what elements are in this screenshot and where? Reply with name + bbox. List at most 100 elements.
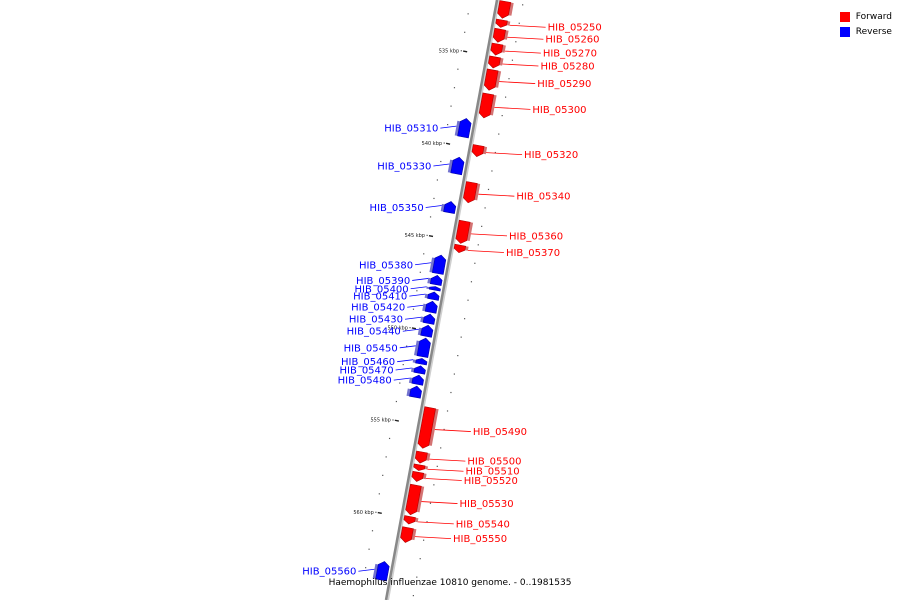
gene-arrow-HIB_05350[interactable]: [443, 201, 457, 214]
gene-label-HIB_05480[interactable]: HIB_05480: [338, 376, 392, 387]
gene-label-HIB_05310[interactable]: HIB_05310: [384, 124, 438, 135]
gene-label-HIB_05530[interactable]: HIB_05530: [460, 499, 514, 510]
gene-label-HIB_05470[interactable]: HIB_05470: [339, 365, 393, 376]
gene-shade: [426, 453, 431, 461]
gene-label-HIB_05300[interactable]: HIB_05300: [532, 105, 586, 116]
gene-shade: [440, 203, 445, 212]
gene-arrow-HIB_05490[interactable]: [417, 406, 436, 449]
minor-tick: [406, 345, 408, 347]
gene-shade: [482, 146, 488, 155]
gene-label-HIB_05280[interactable]: HIB_05280: [540, 62, 594, 73]
gene-label-HIB_05340[interactable]: HIB_05340: [516, 192, 570, 203]
gene-arrow-HIB_05290[interactable]: [483, 68, 499, 91]
gene-label-HIB_05540[interactable]: HIB_05540: [456, 519, 510, 530]
gene-shade: [412, 359, 417, 363]
gene-shade: [424, 465, 428, 470]
gene-label-HIB_05270[interactable]: HIB_05270: [543, 49, 597, 60]
gene-label-HIB_05420[interactable]: HIB_05420: [351, 303, 405, 314]
gene-label-HIB_05510[interactable]: HIB_05510: [465, 467, 519, 478]
gene-arrow-HIB_05300[interactable]: [478, 92, 495, 119]
minor-tick: [412, 594, 414, 597]
gene-label-HIB_05440[interactable]: HIB_05440: [347, 327, 401, 338]
gene-label-HIB_05350[interactable]: HIB_05350: [370, 203, 424, 214]
gene-arrow-HIB_05420[interactable]: [424, 300, 438, 314]
gene-arrow-HIB_05530[interactable]: [405, 483, 422, 516]
gene-arrow-HIB_05390[interactable]: [429, 275, 443, 286]
gene-arrow-HIB_05440[interactable]: [420, 324, 434, 338]
minor-tick: [436, 179, 438, 181]
gene-arrow-HIB_05370[interactable]: [453, 243, 467, 253]
gene-label-HIB_05260[interactable]: HIB_05260: [545, 35, 599, 46]
gene-arrow-HIB_05240[interactable]: [497, 0, 512, 19]
gene-label-HIB_05370[interactable]: HIB_05370: [506, 248, 560, 259]
gene-arrow-HIB_05410[interactable]: [427, 291, 440, 301]
gene-label-HIB_05400[interactable]: HIB_05400: [355, 284, 409, 295]
gene-label-HIB_05490[interactable]: HIB_05490: [473, 427, 527, 438]
gene-label-HIB_05550[interactable]: HIB_05550: [453, 534, 507, 545]
minor-tick: [464, 31, 466, 33]
label-leader: [467, 250, 504, 253]
gene-arrow-HIB_05520[interactable]: [411, 470, 425, 482]
label-leader: [393, 377, 410, 381]
gene-arrow-HIB_05480[interactable]: [411, 374, 424, 386]
minor-tick: [477, 244, 479, 246]
minor-tick: [515, 41, 517, 43]
gene-arrow-HIB_05380[interactable]: [431, 254, 447, 275]
gene-label-HIB_05360[interactable]: HIB_05360: [509, 231, 563, 242]
gene-label-HIB_05430[interactable]: HIB_05430: [349, 315, 403, 326]
gene-arrow-HIB_05560[interactable]: [375, 561, 390, 582]
label-leader: [486, 152, 523, 156]
minor-tick: [467, 299, 469, 301]
minor-tick: [426, 234, 428, 236]
minor-tick: [419, 558, 421, 560]
gene-arrow-HIB_05260[interactable]: [492, 27, 506, 43]
gene-shade: [420, 316, 425, 323]
gene-arrow-HIB_05320[interactable]: [471, 144, 485, 157]
major-tick: [463, 50, 468, 53]
label-leader: [429, 458, 466, 462]
gene-label-HIB_05460[interactable]: HIB_05460: [341, 357, 395, 368]
gene-arrow-HIB_05340[interactable]: [463, 181, 478, 204]
gene-label-HIB_05520[interactable]: HIB_05520: [464, 476, 518, 487]
gene-arrow-HIB_05270[interactable]: [490, 42, 504, 56]
gene-label-HIB_05330[interactable]: HIB_05330: [377, 161, 431, 172]
gene-shade: [416, 486, 425, 513]
gene-label-HIB_05320[interactable]: HIB_05320: [524, 150, 578, 161]
gene-arrow-HIB_05250[interactable]: [495, 18, 508, 28]
gene-arrow-HIB_05470[interactable]: [413, 365, 426, 375]
gene-arrow-HIB_05280[interactable]: [488, 55, 501, 69]
gene-label-HIB_05250[interactable]: HIB_05250: [548, 23, 602, 34]
gene-label-HIB_05380[interactable]: HIB_05380: [359, 260, 413, 271]
gene-shade: [426, 286, 430, 290]
minor-tick: [375, 511, 377, 513]
gene-arrow-HIB_05430[interactable]: [422, 313, 436, 325]
gene-shade: [466, 222, 474, 241]
major-tick: [377, 511, 382, 515]
gene-label-HIB_05500[interactable]: HIB_05500: [467, 457, 521, 468]
gene-arrow-HIB_05400[interactable]: [428, 286, 441, 292]
gene-label-HIB_05560[interactable]: HIB_05560: [302, 567, 356, 578]
label-leader: [407, 304, 424, 308]
label-leader: [417, 521, 454, 525]
minor-tick: [429, 216, 432, 218]
gene-arrow-HIB_05450[interactable]: [416, 337, 431, 358]
label-leader: [504, 50, 541, 54]
gene-arrow-HIB_05540[interactable]: [403, 515, 416, 525]
gene-arrow-HIB_05460[interactable]: [415, 358, 428, 366]
gene-label-HIB_05410[interactable]: HIB_05410: [353, 292, 407, 303]
minor-tick: [440, 160, 442, 163]
gene-arrow-HIB_05500[interactable]: [414, 450, 428, 464]
gene-arrow-HIB_05360[interactable]: [455, 219, 471, 244]
gene-arrow-HIB_05330[interactable]: [450, 156, 465, 176]
minor-tick: [423, 253, 425, 255]
gene-label-HIB_05290[interactable]: HIB_05290: [537, 79, 591, 90]
gene-label-HIB_05450[interactable]: HIB_05450: [344, 343, 398, 354]
minor-tick: [464, 318, 466, 320]
gene-arrow-HIB_05310[interactable]: [457, 118, 472, 139]
gene-arrow-HIB_05510[interactable]: [413, 463, 426, 471]
gene-arrow-HIB_05550[interactable]: [400, 526, 414, 543]
gene-label-HIB_05390[interactable]: HIB_05390: [356, 276, 410, 287]
gene-arrow-HIB_05480b[interactable]: [409, 385, 422, 399]
label-leader: [395, 367, 412, 371]
